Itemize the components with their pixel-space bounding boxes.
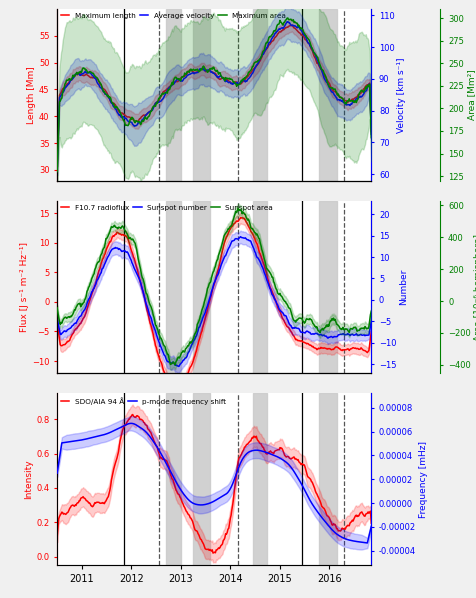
- Bar: [319, 201, 337, 373]
- Bar: [193, 393, 210, 565]
- Legend: F10.7 radioflux, Sunspot number, Sunspot area: F10.7 radioflux, Sunspot number, Sunspot…: [60, 203, 275, 212]
- Bar: [193, 201, 210, 373]
- Bar: [253, 201, 268, 373]
- Bar: [166, 393, 181, 565]
- Bar: [319, 393, 337, 565]
- Bar: [193, 9, 210, 181]
- Bar: [253, 9, 268, 181]
- Bar: [253, 393, 268, 565]
- Y-axis label: Intensity: Intensity: [24, 459, 33, 499]
- Y-axis label: Number: Number: [399, 269, 408, 305]
- Legend: Maximum length, Average velocity, Maximum area: Maximum length, Average velocity, Maximu…: [60, 11, 288, 20]
- Bar: [319, 9, 337, 181]
- Bar: [166, 9, 181, 181]
- Y-axis label: Length [Mm]: Length [Mm]: [27, 66, 36, 124]
- Y-axis label: Frequency [mHz]: Frequency [mHz]: [419, 441, 428, 518]
- Y-axis label: Area [Mm²]: Area [Mm²]: [466, 69, 476, 120]
- Y-axis label: Flux [J s⁻¹ m⁻² Hz⁻¹]: Flux [J s⁻¹ m⁻² Hz⁻¹]: [20, 242, 29, 332]
- Bar: [166, 201, 181, 373]
- Y-axis label: Velocity [km s⁻¹]: Velocity [km s⁻¹]: [397, 57, 407, 133]
- Legend: SDO/AIA 94 Å, p-mode frequency shift: SDO/AIA 94 Å, p-mode frequency shift: [60, 396, 228, 406]
- Y-axis label: Area [10⁻⁶ hemisphere]: Area [10⁻⁶ hemisphere]: [474, 234, 476, 340]
